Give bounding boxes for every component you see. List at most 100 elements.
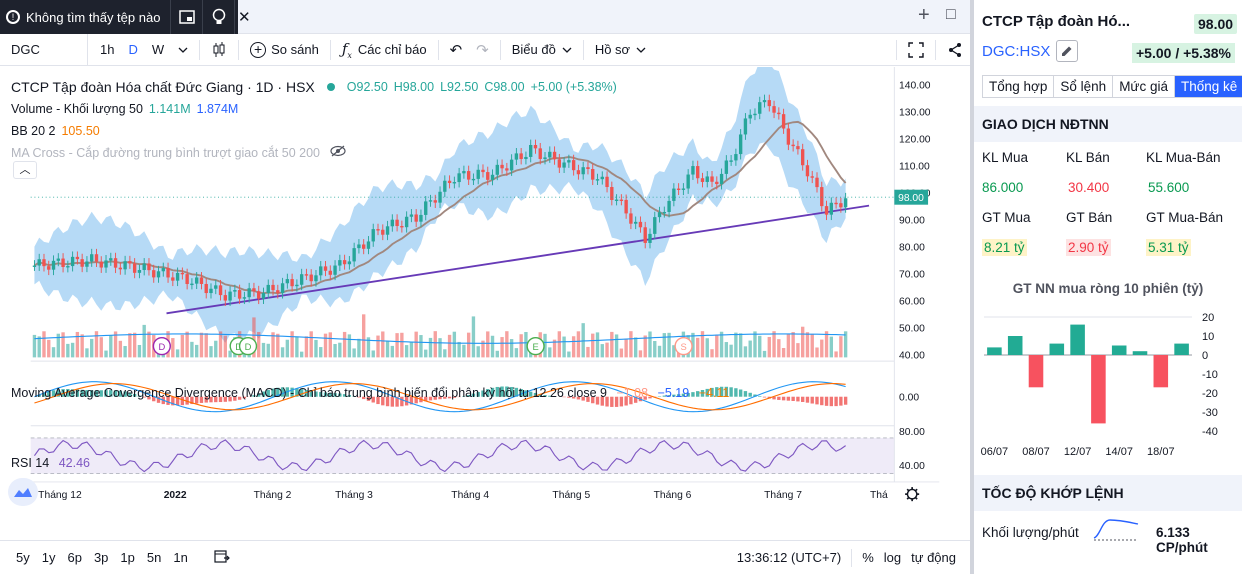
price-tick: 110.00 <box>899 161 930 172</box>
rsi-tick: 40.00 <box>899 461 925 472</box>
macd-bar <box>309 390 313 397</box>
symbol-search[interactable]: DGC <box>0 33 88 66</box>
macd-bar <box>75 389 80 397</box>
macd-bar <box>490 387 495 397</box>
candle <box>424 201 428 215</box>
volume-legend: Volume - Khối lượng 50 <box>11 102 143 116</box>
range-1y[interactable]: 1y <box>41 550 56 565</box>
price-chart[interactable]: DDDES140.00130.00120.00110.00100.0090.00… <box>0 67 970 511</box>
tradingview-logo-icon[interactable] <box>8 478 38 506</box>
volume-bar <box>581 323 585 358</box>
macd-bar <box>400 396 404 407</box>
candle <box>447 180 452 184</box>
volume-bar <box>42 331 46 358</box>
tab-tong-hop[interactable]: Tổng hợp <box>983 76 1055 97</box>
edit-icon[interactable] <box>1056 40 1078 62</box>
macd-bar <box>409 396 414 405</box>
candle <box>538 148 542 159</box>
net-y-tick: -20 <box>1202 388 1218 400</box>
interval-w[interactable]: W <box>151 42 165 57</box>
candle <box>381 229 385 235</box>
candle <box>271 284 275 291</box>
interval-1h[interactable]: 1h <box>100 42 115 57</box>
candle <box>395 219 399 227</box>
settings-gear-icon[interactable] <box>905 487 920 502</box>
candle <box>85 261 89 267</box>
share-icon[interactable] <box>940 34 970 66</box>
candle <box>743 118 748 135</box>
volume-bar <box>80 334 84 358</box>
event-marker <box>674 337 693 356</box>
volume-bar <box>562 336 566 358</box>
undo-icon[interactable]: ↶ <box>449 41 463 59</box>
candle <box>261 293 266 299</box>
range-3p[interactable]: 3p <box>93 550 109 565</box>
range-1n[interactable]: 1n <box>173 550 188 565</box>
candle <box>371 229 375 242</box>
candle <box>519 153 523 160</box>
range-6p[interactable]: 6p <box>67 550 82 565</box>
company-name: CTCP Tập đoàn Hó... <box>982 13 1131 30</box>
candle <box>557 159 562 168</box>
range-5y[interactable]: 5y <box>16 550 30 565</box>
auto-scale-toggle[interactable]: tự động <box>911 550 956 565</box>
macd-bar <box>381 396 385 406</box>
range-5n[interactable]: 5n <box>146 550 162 565</box>
indicators-button[interactable]: ƒx Các chỉ báo <box>341 39 427 60</box>
add-tab-icon[interactable]: + <box>918 4 930 26</box>
fullscreen-icon[interactable] <box>901 34 931 66</box>
range-1p[interactable]: 1p <box>120 550 135 565</box>
tab-thong-ke[interactable]: Thống kê <box>1175 76 1242 97</box>
macd-bar <box>70 389 75 397</box>
tab-muc-gia[interactable]: Mức giá <box>1113 76 1175 97</box>
maximize-icon[interactable]: □ <box>946 6 956 23</box>
compare-button[interactable]: + So sánh <box>243 34 326 66</box>
profile-dropdown[interactable]: Hồ sơ <box>588 34 653 66</box>
screenshot-icon[interactable] <box>171 0 204 34</box>
volume-bar <box>137 344 142 358</box>
macd-bar <box>185 396 189 405</box>
macd-bar <box>385 396 390 407</box>
macd-bar <box>194 396 199 404</box>
candle <box>614 199 619 201</box>
tab-close-icon[interactable]: ✕ <box>238 9 251 26</box>
candle <box>657 212 662 218</box>
log-toggle[interactable]: log <box>883 550 902 565</box>
macd-bar <box>80 389 84 397</box>
lightbulb-icon[interactable] <box>203 0 236 34</box>
volume-bar <box>290 331 294 358</box>
gear-ring <box>906 488 918 500</box>
candle <box>748 114 752 119</box>
chevron-down-icon[interactable] <box>171 34 195 66</box>
ticker-link[interactable]: DGC:HSX <box>982 43 1051 60</box>
collapse-legend-button[interactable]: ︿ <box>13 161 37 179</box>
goto-date-icon[interactable] <box>208 549 236 566</box>
macd-bar <box>509 386 514 397</box>
price-change: +5.00 / +5.38% <box>1132 43 1235 63</box>
volume-bar <box>700 331 705 358</box>
percent-toggle[interactable]: % <box>862 550 874 565</box>
macd-bar <box>214 396 218 403</box>
volume-bar <box>280 347 285 358</box>
candle <box>586 167 590 170</box>
volume-bar <box>734 332 738 358</box>
macd-bar <box>796 396 800 402</box>
macd-bar <box>829 396 834 407</box>
macd-bar <box>347 394 352 397</box>
macd-bar <box>538 394 542 397</box>
candles-icon[interactable] <box>204 34 234 66</box>
volume-bar <box>266 343 270 358</box>
eye-hidden-icon[interactable] <box>330 142 346 164</box>
clock-time[interactable]: 13:36:12 (UTC+7) <box>736 550 842 565</box>
candle <box>113 258 118 268</box>
candle <box>390 219 395 227</box>
candle <box>233 290 237 292</box>
volume-bar <box>381 331 385 358</box>
tab-so-lenh[interactable]: Sổ lệnh <box>1054 76 1114 97</box>
chart-type-dropdown[interactable]: Biểu đồ <box>505 34 579 66</box>
interval-d[interactable]: D <box>128 42 138 57</box>
volume-per-minute-value: 6.133 CP/phút <box>1156 525 1208 555</box>
volume-bar <box>47 339 51 358</box>
match-speed-heading: TỐC ĐỘ KHỚP LỆNH <box>974 475 1242 511</box>
volume-bar <box>624 338 628 358</box>
